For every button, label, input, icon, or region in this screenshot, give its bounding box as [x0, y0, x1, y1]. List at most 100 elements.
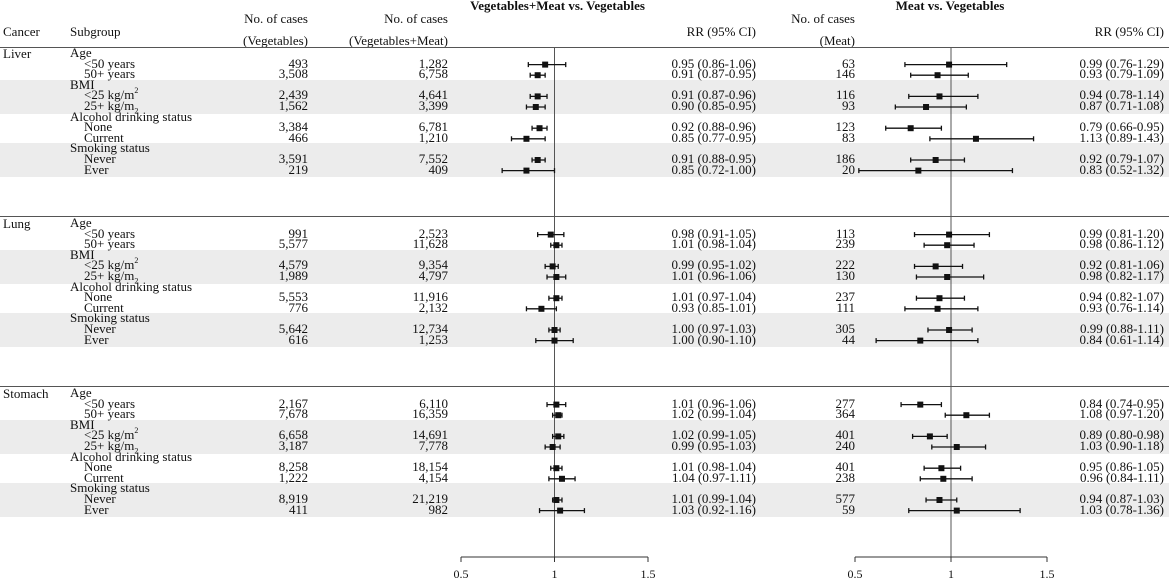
subgroup-header: BMI — [70, 76, 95, 92]
meat-cases-cell: 20 — [842, 161, 855, 177]
x-tick-label: 1 — [552, 567, 558, 581]
veg-cases-cell: 1,989 — [278, 268, 308, 283]
meat-cases-cell: 401 — [835, 459, 856, 475]
vm-cases-cell: 16,359 — [412, 406, 448, 422]
vm-cases-cell: 21,219 — [412, 491, 448, 506]
header-subgroup: Subgroup — [70, 24, 121, 39]
veg-cases-cell: 1,562 — [278, 98, 308, 113]
rr-point — [923, 104, 930, 110]
meat-cases-cell: 146 — [835, 66, 856, 82]
vm-cases-cell: 6,758 — [418, 66, 448, 82]
veg-cases-cell: 3,591 — [278, 151, 308, 166]
rr-point — [557, 507, 564, 514]
rr-point — [523, 135, 530, 142]
rr1-cell: 0.90 (0.85-0.95) — [671, 98, 757, 113]
header-rr2: RR (95% CI) — [1094, 24, 1164, 39]
veg-cases-cell: 1,222 — [278, 469, 308, 485]
rr2-cell: 0.84 (0.74-0.95) — [1079, 395, 1165, 411]
vm-cases-cell: 4,154 — [418, 469, 448, 485]
vm-cases-cell: 6,110 — [419, 395, 448, 411]
rr-point — [946, 231, 953, 238]
veg-cases-cell: 219 — [288, 161, 309, 177]
rr2-cell: 0.99 (0.76-1.29) — [1079, 55, 1165, 71]
rr1-cell: 1.01 (0.98-1.04) — [671, 459, 757, 475]
subgroup-row-label: Ever — [84, 331, 109, 347]
group-shading — [0, 419, 1169, 454]
vm-cases-cell: 7,552 — [418, 151, 448, 166]
veg-cases-cell: 466 — [288, 129, 309, 145]
meat-cases-cell: 364 — [835, 406, 856, 422]
veg-cases-cell: 5,553 — [278, 289, 308, 305]
veg-cases-cell: 616 — [288, 331, 309, 347]
meat-cases-cell: 239 — [835, 236, 856, 252]
vm-cases-cell: 982 — [428, 501, 449, 517]
rr-point — [553, 497, 560, 503]
subgroup-row-label: <25 kg/m2 — [84, 426, 139, 443]
vm-cases-cell: 6,781 — [418, 119, 448, 135]
rr-point — [523, 167, 530, 174]
subgroup-header: Alcohol drinking status — [70, 108, 193, 124]
veg-cases-cell: 4,579 — [278, 257, 308, 273]
rr1-cell: 1.01 (0.99-1.04) — [671, 491, 757, 506]
rr2-cell: 0.94 (0.87-1.03) — [1079, 491, 1165, 506]
veg-cases-cell: 2,167 — [278, 395, 308, 411]
vm-cases-cell: 409 — [428, 161, 449, 177]
x-tick-label: 0.5 — [454, 567, 469, 581]
rr2-cell: 1.08 (0.97-1.20) — [1079, 406, 1165, 422]
veg-cases-cell: 3,384 — [278, 119, 308, 135]
rr-point — [963, 412, 970, 419]
vm-cases-cell: 9,354 — [418, 257, 448, 273]
rr-point — [551, 337, 558, 344]
rr2-cell: 1.03 (0.78-1.36) — [1079, 501, 1165, 517]
rr-point — [972, 135, 979, 142]
header-rule — [0, 47, 1169, 48]
meat-cases-cell: 83 — [842, 129, 855, 145]
header-rr1: RR (95% CI) — [686, 24, 756, 39]
subgroup-header: BMI — [70, 246, 95, 262]
subgroup-header: BMI — [70, 416, 95, 432]
rr-point — [940, 475, 947, 482]
x-tick-label: 1 — [948, 567, 954, 581]
meat-cases-cell: 63 — [842, 55, 855, 71]
meat-cases-cell: 237 — [835, 289, 856, 305]
rr2-cell: 1.03 (0.90-1.18) — [1079, 438, 1165, 453]
rr1-cell: 1.00 (0.97-1.03) — [671, 321, 757, 336]
rr-point — [932, 157, 939, 163]
rr2-cell: 0.94 (0.82-1.07) — [1079, 289, 1165, 305]
subgroup-header: Alcohol drinking status — [70, 278, 193, 294]
rr2-cell: 0.93 (0.76-1.14) — [1079, 299, 1165, 315]
veg-cases-cell: 776 — [288, 299, 309, 315]
rr-point — [932, 263, 939, 270]
subgroup-row-label: 50+ years — [84, 236, 136, 252]
vm-cases-cell: 18,154 — [412, 459, 448, 475]
rr1-cell: 0.95 (0.86-1.06) — [671, 55, 757, 71]
vm-cases-cell: 7,778 — [418, 438, 448, 453]
rr-point — [953, 507, 960, 514]
vm-cases-cell: 4,797 — [418, 268, 448, 283]
group-shading — [0, 313, 1169, 348]
subgroup-row-label: <50 years — [84, 225, 136, 241]
rr2-cell: 0.99 (0.88-1.11) — [1079, 321, 1164, 336]
rr1-cell: 0.91 (0.88-0.95) — [671, 151, 757, 166]
veg-cases-cell: 5,642 — [278, 321, 308, 336]
rr-point — [553, 295, 560, 302]
subgroup-row-label: None — [84, 289, 113, 305]
subgroup-row-label: 25+ kg/m2 — [84, 98, 139, 116]
meat-cases-cell: 130 — [835, 268, 856, 283]
vm-cases-cell: 2,523 — [418, 225, 448, 241]
vm-cases-cell: 2,132 — [418, 299, 448, 315]
header-meat-cases-line2: (Meat) — [819, 33, 855, 48]
subgroup-header: Age — [70, 45, 92, 60]
rr1-cell: 1.04 (0.97-1.11) — [671, 469, 756, 485]
rr1-cell: 1.02 (0.99-1.05) — [671, 427, 757, 443]
group-shading — [0, 249, 1169, 284]
subgroup-row-label: Current — [84, 129, 124, 145]
rr-point — [551, 327, 558, 333]
meat-cases-cell: 305 — [835, 321, 856, 336]
vm-cases-cell: 12,734 — [412, 321, 448, 336]
vm-cases-cell: 11,628 — [412, 236, 448, 252]
meat-cases-cell: 116 — [835, 87, 855, 103]
meat-cases-cell: 186 — [835, 151, 856, 166]
meat-cases-cell: 240 — [835, 438, 856, 453]
